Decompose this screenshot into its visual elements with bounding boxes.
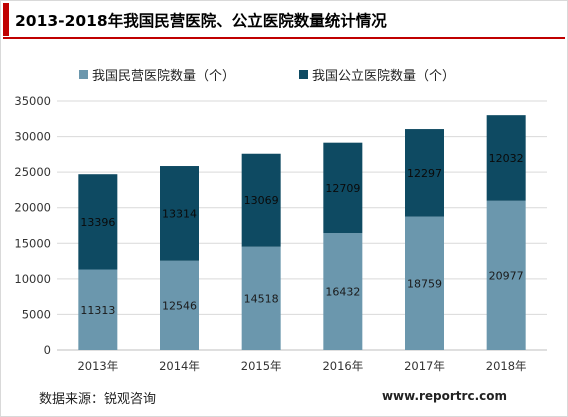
legend-swatch-public [299,70,308,79]
legend-item-public: 我国公立医院数量（个） [299,65,455,84]
y-tick-label: 15000 [14,236,51,250]
bar-public [160,166,199,261]
data-label-public: 12709 [325,182,360,195]
data-label-private: 16432 [325,286,360,299]
bar-private [405,216,444,350]
data-label-public: 12032 [489,152,524,165]
data-source: 数据来源：锐观咨询 [39,392,157,407]
legend-label-public: 我国公立医院数量（个） [312,69,456,84]
bar-public [486,115,526,201]
y-tick-label: 0 [44,343,51,357]
y-tick-label: 20000 [14,201,51,215]
bar-private [241,246,281,350]
bar-public [241,153,281,247]
bar-private [486,200,526,350]
data-label-public: 12297 [407,167,442,180]
x-tick-label: 2014年 [159,359,200,373]
y-tick-label: 10000 [14,272,51,286]
legend-swatch-private [79,70,88,79]
x-tick-label: 2017年 [404,359,445,373]
chart-title: 2013-2018年我国民营医院、公立医院数量统计情况 [15,12,387,30]
data-label-private: 12546 [162,299,197,312]
y-tick-label: 35000 [14,94,51,108]
y-tick-label: 30000 [14,130,51,144]
bar-public [323,142,363,234]
y-tick-label: 5000 [22,307,51,321]
data-label-private: 14518 [244,292,279,305]
x-tick-label: 2018年 [486,359,527,373]
data-label-public: 13314 [162,207,197,220]
title-accent-bar [3,3,9,36]
legend-label-private: 我国民营医院数量（个） [92,69,236,84]
bar-public [405,129,444,217]
title-underline [3,37,565,39]
data-label-private: 11313 [80,304,115,317]
bar-private [323,233,363,350]
data-label-private: 18759 [407,277,442,290]
legend-item-private: 我国民营医院数量（个） [79,65,235,84]
x-tick-label: 2016年 [322,359,363,373]
bar-public [78,174,118,270]
data-label-private: 20977 [489,269,524,282]
data-label-public: 13069 [244,194,279,207]
data-label-public: 13396 [80,216,115,229]
x-tick-label: 2013年 [77,359,118,373]
bar-private [78,269,118,350]
y-tick-label: 25000 [14,165,51,179]
bar-private [160,260,199,350]
website-link[interactable]: www.reportrc.com [381,389,507,403]
x-tick-label: 2015年 [241,359,282,373]
